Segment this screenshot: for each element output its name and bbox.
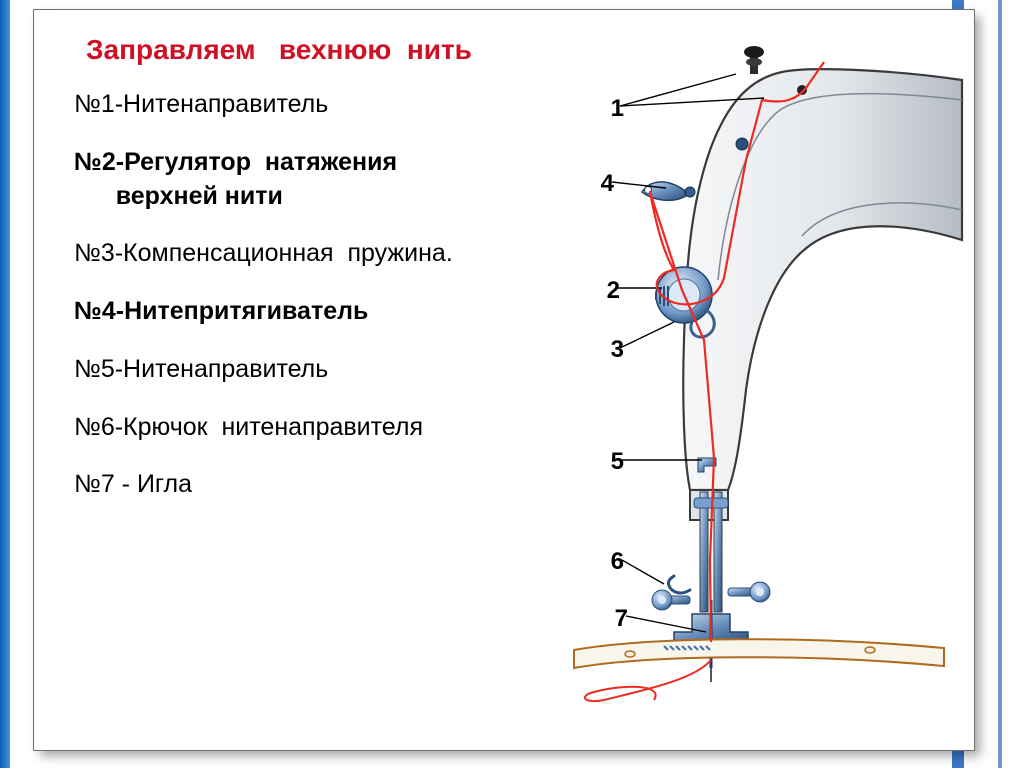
sewing-machine-diagram: 1 4 2 3 5 6 7 [514, 40, 964, 740]
legend-item-2: №2-Регулятор натяжения верхней нити [74, 146, 504, 214]
machine-arm [683, 69, 962, 490]
callout-1: 1 [600, 95, 624, 123]
take-up-pivot [685, 187, 695, 197]
legend-item-1: №1-Нитенаправитель [74, 88, 504, 122]
callout-6: 6 [600, 548, 624, 576]
plate-screw-top [736, 138, 748, 150]
spool-pin-ridge [746, 58, 762, 66]
slide-accent-left [0, 0, 10, 768]
legend-item-4: №4-Нитепритягиватель [74, 295, 504, 329]
callout-7: 7 [604, 605, 628, 633]
callout-4: 4 [590, 170, 614, 198]
spool-pin-cap [744, 46, 764, 58]
legend-item-3: №3-Компенсационная пружина. [74, 237, 504, 271]
legend-item-6: №6-Крючок нитенаправителя [74, 411, 504, 445]
thread-tail [585, 660, 711, 701]
slide-content: Заправляем вехнюю нить №1-Нитенаправител… [34, 10, 974, 750]
legend-item-7: №7 - Игла [74, 468, 504, 502]
legend-list: №1-Нитенаправитель №2-Регулятор натяжени… [74, 88, 504, 526]
callout-3: 3 [600, 336, 624, 364]
legend-item-5: №5-Нитенаправитель [74, 353, 504, 387]
callout-2: 2 [596, 277, 620, 305]
slide-accent-bar-2 [998, 0, 1002, 768]
throat-plate [574, 639, 944, 668]
slide-frame: Заправляем вехнюю нить №1-Нитенаправител… [34, 10, 974, 750]
callout-5: 5 [600, 448, 624, 476]
slide-title: Заправляем вехнюю нить [86, 34, 472, 66]
